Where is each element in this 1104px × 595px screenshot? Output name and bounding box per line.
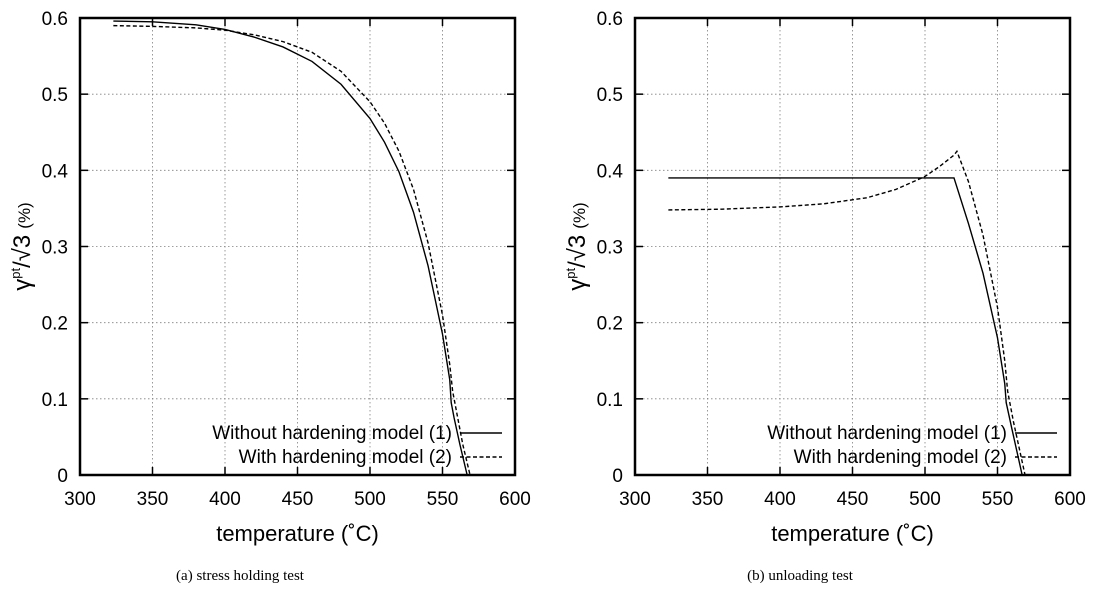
chart-panel-b: 300 350 400 450 500 550 600 0 0.1 0.2 0.3 0.4 0.5 0.6… [563, 9, 1086, 584]
y-tick-label: 0 [57, 466, 68, 487]
y-axis-title: γpt/√3 (%) [563, 202, 591, 290]
x-tick-label: 500 [354, 489, 386, 510]
y-axis-title: γpt/√3 (%) [8, 202, 36, 290]
y-tick-label: 0.4 [42, 161, 69, 182]
series-line-2 [113, 24, 471, 476]
y-tick-label: 0.3 [42, 238, 68, 259]
panel-caption: (a) stress holding test [176, 568, 305, 584]
panel-caption: (b) unloading test [747, 568, 854, 584]
y-tick-label: 0.3 [597, 238, 623, 259]
y-tick-label: 0.6 [42, 9, 68, 30]
series-line-1 [113, 20, 468, 476]
x-tick-label: 550 [427, 489, 459, 510]
y-axis-symbol: γ [564, 279, 591, 291]
x-tick-label: 300 [64, 489, 96, 510]
x-tick-label: 600 [1054, 489, 1086, 510]
legend-label-1: Without hardening model (1) [767, 423, 1007, 444]
y-tick-label: 0.2 [597, 314, 623, 335]
x-tick-label: 550 [982, 489, 1014, 510]
y-axis-unit: (%) [15, 202, 34, 228]
x-tick-label: 450 [837, 489, 869, 510]
y-tick-label: 0.1 [597, 390, 623, 411]
y-tick-label: 0 [612, 466, 623, 487]
x-tick-label: 500 [909, 489, 941, 510]
y-tick-label: 0.5 [42, 85, 68, 106]
y-tick-label: 0.5 [597, 85, 623, 106]
plot-frame [633, 16, 1072, 477]
x-tick-label: 350 [692, 489, 724, 510]
y-tick-label: 0.6 [597, 9, 623, 30]
y-axis-rest: /√3 [564, 235, 591, 268]
legend-label-2: With hardening model (2) [794, 447, 1007, 468]
legend-label-1: Without hardening model (1) [212, 423, 452, 444]
x-axis-title: temperature (˚C) [771, 521, 934, 546]
x-tick-label: 300 [619, 489, 651, 510]
x-tick-label: 600 [499, 489, 531, 510]
series-line-1 [668, 177, 1023, 476]
y-axis-symbol: γ [9, 279, 36, 291]
x-axis-title: temperature (˚C) [216, 521, 379, 546]
series-line-2 [668, 149, 1026, 476]
x-tick-label: 400 [209, 489, 241, 510]
x-tick-label: 350 [137, 489, 169, 510]
y-tick-label: 0.1 [42, 390, 68, 411]
y-axis-sup: pt [8, 268, 23, 279]
y-tick-label: 0.2 [42, 314, 68, 335]
y-axis-sup: pt [563, 268, 578, 279]
legend-label-2: With hardening model (2) [239, 447, 452, 468]
y-tick-label: 0.4 [597, 161, 624, 182]
x-tick-label: 450 [282, 489, 314, 510]
y-axis-unit: (%) [570, 202, 589, 228]
y-axis-rest: /√3 [9, 235, 36, 268]
plot-frame [78, 16, 517, 477]
chart-panel-a: 300 350 400 450 500 550 600 0 0.1 0.2 0.3 0.4 0.5 0.6… [8, 9, 531, 584]
x-tick-label: 400 [764, 489, 796, 510]
